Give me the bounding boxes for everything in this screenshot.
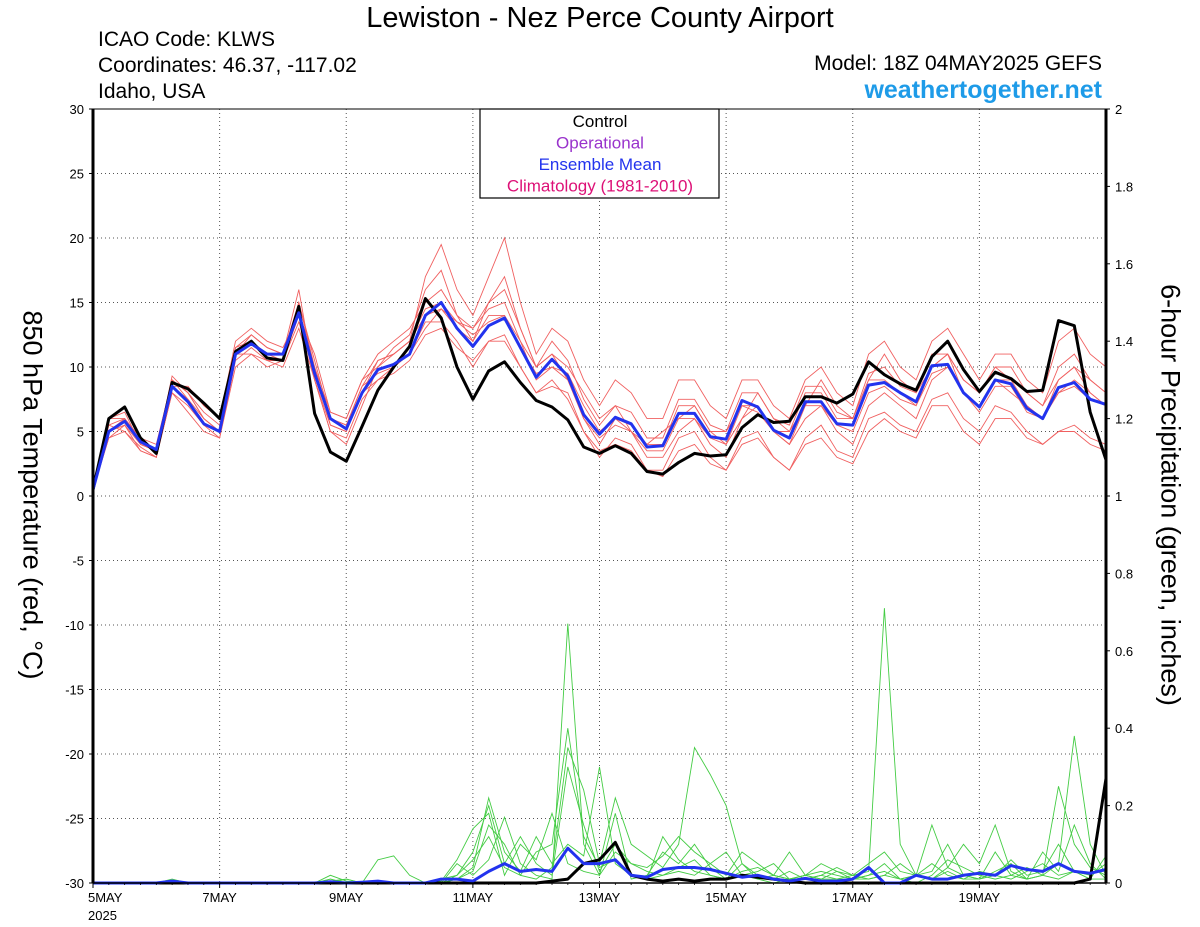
site-name: weathertogether.net — [864, 76, 1102, 104]
y2-tick-label: 1 — [1115, 489, 1122, 504]
legend-box — [479, 108, 720, 199]
y-tick-label: 0 — [77, 489, 84, 504]
legend-entry: Control — [573, 112, 628, 131]
highlighted-series — [91, 297, 1108, 885]
y-tick-label: 30 — [70, 102, 84, 117]
ensemble-temp-line — [92, 313, 1107, 490]
y-tick-label: 10 — [70, 360, 84, 375]
ensemble-temp-line — [92, 326, 1107, 490]
y-tick-label: -10 — [65, 618, 84, 633]
y-tick-label: -20 — [65, 747, 84, 762]
icao-code: ICAO Code: KLWS — [98, 28, 276, 51]
coordinates: Coordinates: 46.37, -117.02 — [98, 54, 357, 77]
model-run: Model: 18Z 04MAY2025 GEFS — [814, 52, 1102, 75]
x-tick-sublabel: 2025 — [88, 908, 117, 923]
y-tick-label: 20 — [70, 231, 84, 246]
y2-tick-label: 1.6 — [1115, 257, 1133, 272]
control-temperature-line — [91, 297, 1108, 490]
y-tick-label: 25 — [70, 167, 84, 182]
y-tick-label: 5 — [77, 425, 84, 440]
y2-tick-label: 1.2 — [1115, 412, 1133, 427]
x-tick-label: 17MAY — [832, 890, 874, 905]
legend-entry: Operational — [556, 134, 644, 153]
y2-tick-label: 0.8 — [1115, 566, 1133, 581]
y2-tick-label: 1.4 — [1115, 334, 1133, 349]
x-tick-label: 7MAY — [202, 890, 237, 905]
legend-entry: Climatology (1981-2010) — [507, 177, 693, 196]
x-tick-label: 9MAY — [329, 890, 364, 905]
x-tick-label: 13MAY — [579, 890, 621, 905]
ensemble-temp-line — [92, 308, 1107, 490]
x-tick-label: 15MAY — [705, 890, 747, 905]
y-tick-label: -25 — [65, 812, 84, 827]
x-tick-label: 11MAY — [453, 890, 494, 905]
ensemble-precip-line — [93, 811, 1107, 884]
y2-tick-label: 0.4 — [1115, 721, 1133, 736]
y-tick-label: -30 — [65, 876, 84, 891]
axes: 302520151050-5-10-15-20-25-3021.81.61.41… — [65, 102, 1133, 923]
legend-entry: Ensemble Mean — [539, 155, 662, 174]
x-tick-label: 5MAY — [88, 890, 123, 905]
ensemble-temp-line — [92, 288, 1107, 490]
y-tick-label: -15 — [65, 683, 84, 698]
y2-tick-label: 0.6 — [1115, 644, 1133, 659]
mean-temperature-line — [91, 301, 1107, 490]
chart-title: Lewiston - Nez Perce County Airport — [366, 2, 834, 34]
y-tick-label: -5 — [72, 554, 84, 569]
y2-tick-label: 0 — [1115, 876, 1122, 891]
y2-tick-label: 1.8 — [1115, 179, 1133, 194]
y-tick-label: 15 — [70, 296, 84, 311]
region: Idaho, USA — [98, 80, 206, 103]
y2-tick-label: 0.2 — [1115, 799, 1133, 814]
legend: Control Operational Ensemble Mean Climatolo… — [479, 108, 720, 199]
ensemble-temp-line — [92, 288, 1107, 490]
x-tick-label: 19MAY — [959, 890, 1001, 905]
y2-tick-label: 2 — [1115, 102, 1122, 117]
